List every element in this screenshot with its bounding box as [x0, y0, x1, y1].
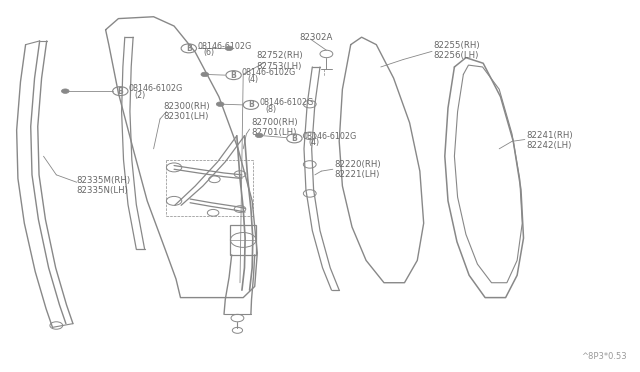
Text: B: B	[248, 100, 253, 109]
Text: 82220(RH)
82221(LH): 82220(RH) 82221(LH)	[334, 160, 381, 179]
Text: 82302A: 82302A	[300, 33, 333, 42]
Circle shape	[255, 133, 263, 138]
Text: 08146-6102G: 08146-6102G	[259, 98, 314, 107]
Circle shape	[225, 46, 233, 51]
Text: (4): (4)	[308, 138, 319, 147]
Text: B: B	[292, 134, 297, 143]
Text: 08146-6102G: 08146-6102G	[242, 68, 296, 77]
Text: 08146-6102G: 08146-6102G	[129, 84, 183, 93]
Text: 82300(RH)
82301(LH): 82300(RH) 82301(LH)	[163, 102, 210, 121]
Text: B: B	[186, 44, 191, 53]
Text: 82241(RH)
82242(LH): 82241(RH) 82242(LH)	[526, 131, 573, 150]
Text: (2): (2)	[134, 91, 146, 100]
Text: 82752(RH)
82753(LH): 82752(RH) 82753(LH)	[256, 51, 303, 71]
Circle shape	[201, 72, 209, 77]
Text: B: B	[231, 71, 236, 80]
Text: 82255(RH)
82256(LH): 82255(RH) 82256(LH)	[433, 41, 480, 60]
Circle shape	[216, 102, 224, 106]
Text: (6): (6)	[203, 48, 214, 57]
Circle shape	[61, 89, 69, 93]
Text: 08146-6102G: 08146-6102G	[303, 132, 357, 141]
Text: ^8P3*0.53: ^8P3*0.53	[582, 352, 627, 361]
Text: 82700(RH)
82701(LH): 82700(RH) 82701(LH)	[252, 118, 298, 137]
Text: (4): (4)	[248, 75, 259, 84]
Text: 08146-6102G: 08146-6102G	[197, 42, 252, 51]
Text: B: B	[118, 87, 123, 96]
Text: 82335M(RH)
82335N(LH): 82335M(RH) 82335N(LH)	[77, 176, 131, 195]
Text: (8): (8)	[265, 105, 276, 114]
